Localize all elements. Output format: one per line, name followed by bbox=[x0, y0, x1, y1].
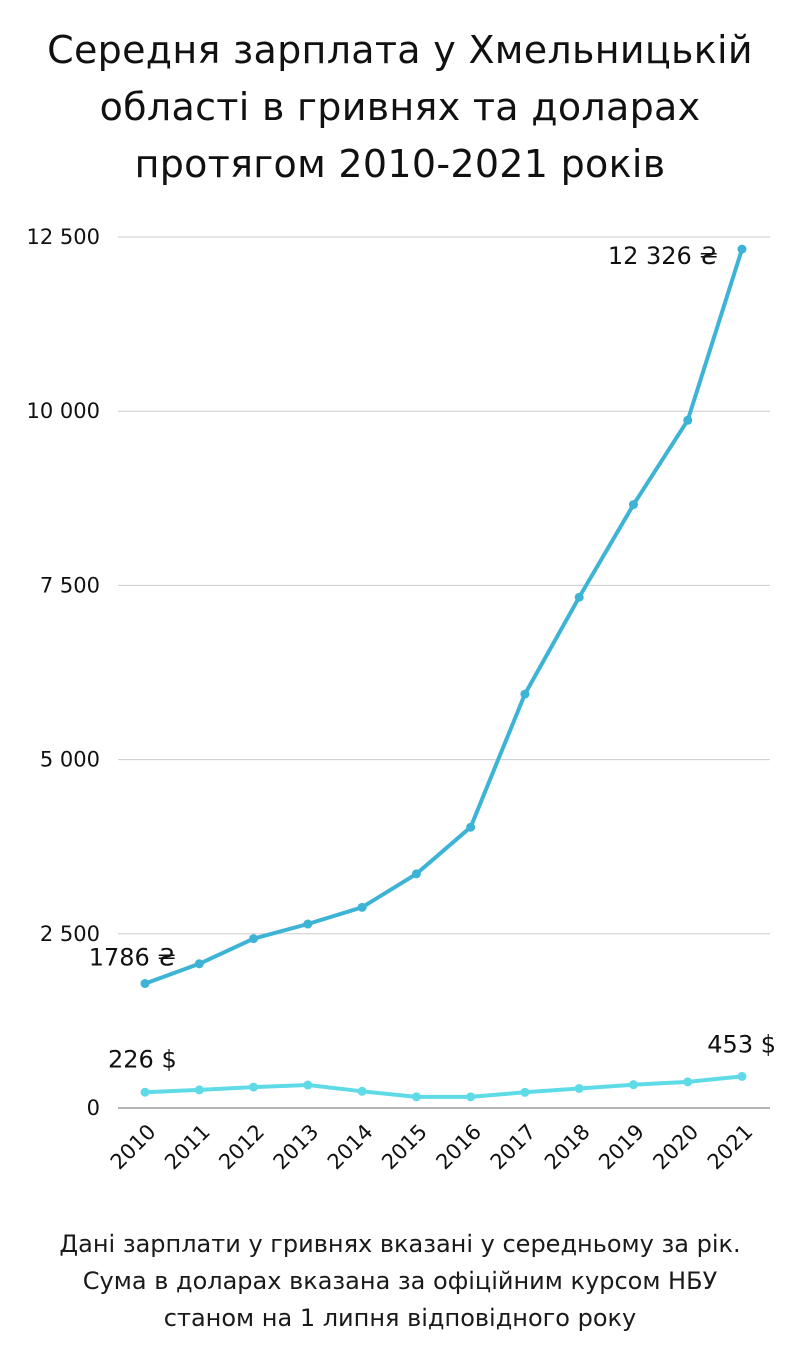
series-line-uah bbox=[143, 247, 744, 986]
title-line: Середня зарплата у Хмельницькій bbox=[47, 28, 753, 72]
y-tick-label: 2 500 bbox=[40, 922, 100, 946]
x-tick-label: 2021 bbox=[703, 1120, 758, 1175]
data-point-usd bbox=[140, 1087, 150, 1097]
title-line: області в гривнях та доларах bbox=[99, 85, 701, 129]
footnote-line: станом на 1 липня відповідного року bbox=[163, 1304, 637, 1332]
data-point-usd bbox=[357, 1086, 367, 1096]
y-tick-label: 12 500 bbox=[27, 225, 100, 249]
annotation-uah-first: 1786 ₴ bbox=[89, 944, 176, 972]
data-point-usd bbox=[249, 1082, 259, 1092]
data-point-uah bbox=[683, 415, 693, 425]
data-point-uah bbox=[303, 919, 313, 929]
chart-footnote: Дані зарплати у гривнях вказані у середн… bbox=[0, 1226, 800, 1337]
data-point-usd bbox=[411, 1092, 421, 1102]
data-point-uah bbox=[194, 959, 204, 969]
data-point-usd bbox=[683, 1077, 693, 1087]
data-point-usd bbox=[520, 1087, 530, 1097]
x-tick-label: 2016 bbox=[431, 1120, 486, 1175]
data-point-uah bbox=[140, 979, 150, 989]
data-point-uah bbox=[628, 500, 638, 510]
data-point-uah bbox=[737, 244, 747, 254]
data-point-usd bbox=[628, 1080, 638, 1090]
x-tick-label: 2017 bbox=[486, 1120, 541, 1175]
annotation-usd-last: 453 $ bbox=[707, 1030, 776, 1058]
x-tick-label: 2011 bbox=[160, 1120, 215, 1175]
y-tick-label: 0 bbox=[87, 1096, 100, 1120]
line-chart: 0 2 500 5 000 7 500 10 000 12 500 2010 2011 2012… bbox=[27, 225, 776, 1175]
y-tick-label: 5 000 bbox=[40, 748, 100, 772]
annotation-uah-last: 12 326 ₴ bbox=[608, 242, 718, 270]
data-point-usd bbox=[737, 1071, 747, 1081]
data-point-uah bbox=[411, 869, 421, 879]
x-tick-label: 2020 bbox=[648, 1120, 703, 1175]
series-line-usd bbox=[143, 1074, 744, 1099]
title-line: протягом 2010-2021 років bbox=[134, 142, 666, 186]
x-tick-label: 2012 bbox=[214, 1120, 269, 1175]
y-tick-label: 10 000 bbox=[27, 399, 100, 423]
data-point-usd bbox=[194, 1085, 204, 1095]
data-point-uah bbox=[357, 902, 367, 912]
data-point-uah bbox=[466, 822, 476, 832]
footnote-line: Дані зарплати у гривнях вказані у середн… bbox=[59, 1230, 741, 1258]
data-point-uah bbox=[574, 592, 584, 602]
data-point-usd bbox=[574, 1083, 584, 1093]
data-point-usd bbox=[466, 1092, 476, 1102]
footnote-line: Сума в доларах вказана за офіційним курс… bbox=[82, 1267, 718, 1295]
x-tick-label: 2015 bbox=[377, 1120, 432, 1175]
x-tick-label: 2013 bbox=[269, 1120, 324, 1175]
y-tick-label: 7 500 bbox=[40, 573, 100, 597]
annotation-usd-first: 226 $ bbox=[108, 1045, 177, 1073]
data-point-uah bbox=[249, 934, 259, 944]
x-tick-label: 2019 bbox=[594, 1120, 649, 1175]
data-point-usd bbox=[303, 1080, 313, 1090]
x-tick-label: 2018 bbox=[540, 1120, 595, 1175]
chart-title: Середня зарплата у Хмельницькій області … bbox=[0, 22, 800, 193]
data-point-uah bbox=[520, 689, 530, 699]
x-tick-label: 2014 bbox=[323, 1120, 378, 1175]
x-tick-label: 2010 bbox=[106, 1120, 161, 1175]
